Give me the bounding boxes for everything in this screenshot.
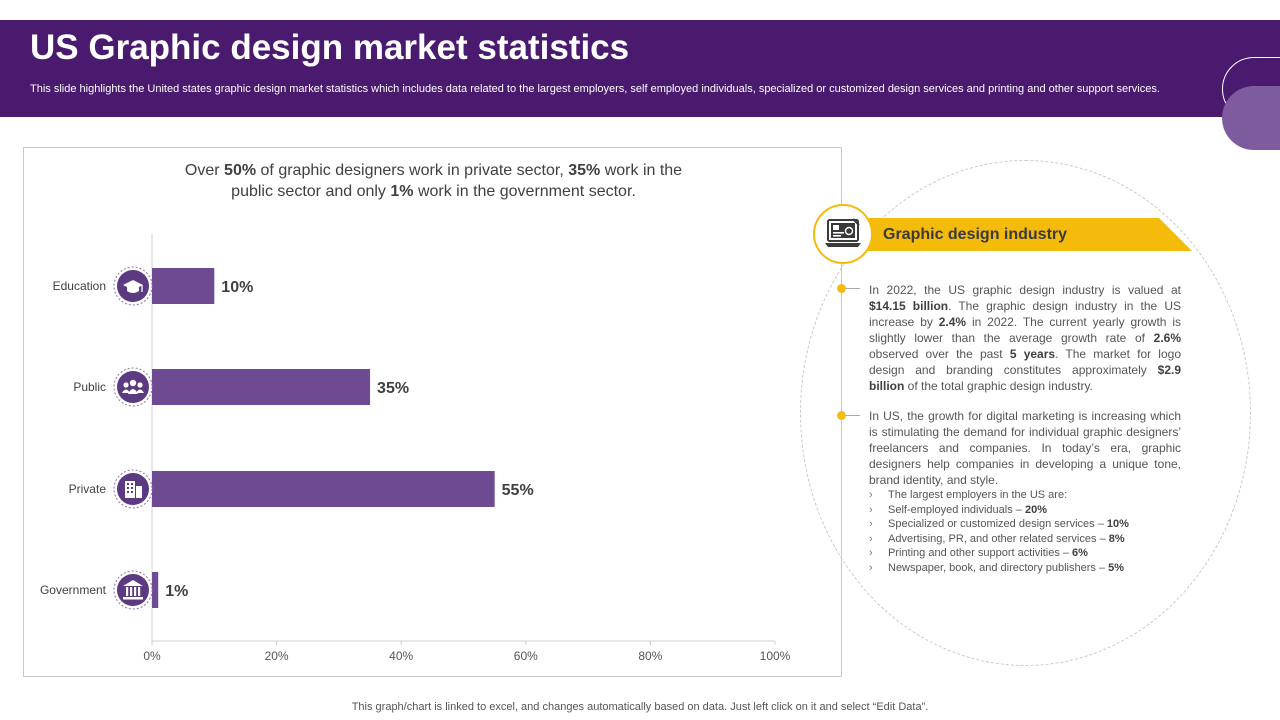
headline-text-1: Over (184, 162, 225, 179)
employers-list: The largest employers in the US are: Sel… (869, 488, 1199, 576)
bar-public (152, 369, 371, 405)
industry-paragraph-2: In US, the growth for digital marketing … (869, 409, 1181, 487)
icon-circle (117, 371, 149, 403)
bar-value-label: 1% (165, 583, 188, 600)
graduation-cap-icon (123, 280, 143, 293)
x-tick-label: 80% (638, 649, 662, 663)
bullet-dot-1 (837, 284, 846, 293)
page-subtitle: This slide highlights the United states … (30, 83, 1160, 95)
category-label: Public (73, 380, 106, 394)
headline-text-2: of graphic designers work in private sec… (256, 162, 569, 179)
x-tick-label: 40% (389, 649, 413, 663)
x-tick-label: 20% (265, 649, 289, 663)
headline-bold-public: 35% (568, 162, 601, 179)
bar-private (152, 471, 495, 507)
category-label: Education (53, 279, 106, 293)
footer-note: This graph/chart is linked to excel, and… (351, 701, 929, 713)
list-item: Printing and other support activities – … (869, 546, 1199, 561)
headline-bold-private: 50% (224, 162, 257, 179)
list-item: Advertising, PR, and other related servi… (869, 532, 1199, 547)
government-building-icon (123, 580, 143, 600)
list-item: Newspaper, book, and directory publisher… (869, 561, 1199, 576)
headline-text-3: work in the (600, 162, 683, 179)
office-building-icon (125, 481, 142, 498)
people-group-icon (122, 379, 144, 394)
bullet-dot-2 (837, 411, 846, 420)
industry-paragraph-1: In 2022, the US graphic design industry … (869, 283, 1181, 393)
bar-government (152, 572, 159, 608)
list-item: The largest employers in the US are: (869, 488, 1199, 503)
list-item: Self-employed individuals – 20% (869, 503, 1199, 518)
headline-text-5: work in the government sector. (413, 183, 636, 200)
chart-headline: Over 50% of graphic designers work in pr… (24, 160, 843, 202)
page-title: US Graphic design market statistics (30, 28, 630, 67)
industry-banner: Graphic design industry (862, 218, 1192, 251)
category-label: Private (69, 482, 107, 496)
x-tick-label: 0% (143, 649, 161, 663)
bar-value-label: 55% (502, 482, 534, 499)
header-banner: US Graphic design market statistics This… (0, 20, 1280, 117)
bar-education (152, 268, 215, 304)
headline-bold-government: 1% (390, 183, 414, 200)
x-tick-label: 60% (514, 649, 538, 663)
decorative-pill-filled (1222, 86, 1280, 150)
list-item: Specialized or customized design service… (869, 517, 1199, 532)
bar-chart: 0% 20% 40% 60% 80% 100% 10% Education 35% Public 5… (40, 234, 791, 663)
category-label: Government (40, 583, 107, 597)
icon-circle (117, 574, 149, 606)
industry-title: Graphic design industry (883, 226, 1068, 243)
bullet-connector-1 (846, 288, 860, 289)
bar-value-label: 10% (221, 279, 253, 296)
laptop-design-icon (813, 204, 873, 264)
bar-value-label: 35% (377, 380, 409, 397)
x-tick-label: 100% (760, 649, 791, 663)
headline-text-4: public sector and only (231, 183, 391, 200)
bullet-connector-2 (846, 415, 860, 416)
chart-panel[interactable]: Over 50% of graphic designers work in pr… (23, 147, 842, 677)
